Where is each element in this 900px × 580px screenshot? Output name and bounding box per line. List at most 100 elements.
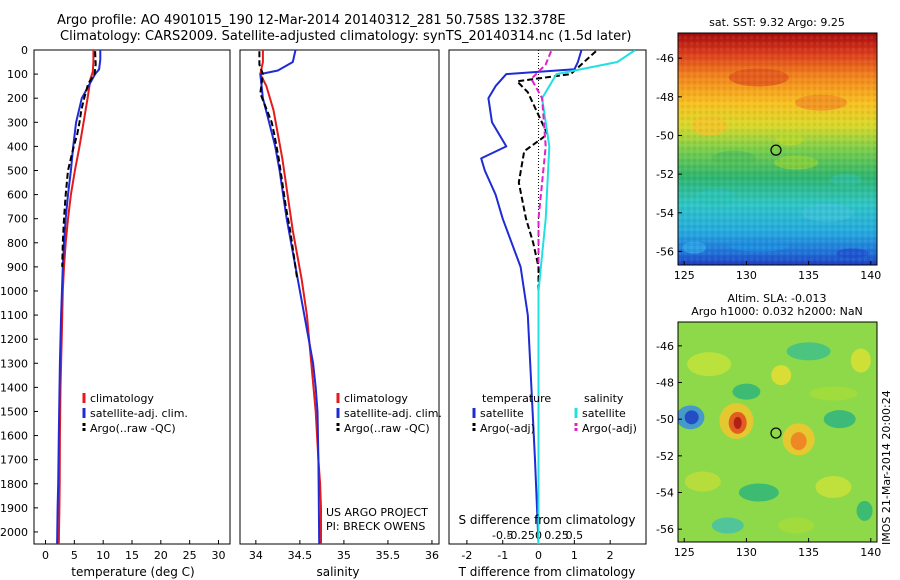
- depth-tick-label: 600: [7, 189, 28, 202]
- map-y-tick-label: -50: [656, 413, 674, 426]
- legend-heading-temperature: temperature: [482, 392, 551, 405]
- x-tick-label: 30: [211, 549, 225, 562]
- sla-patch: [684, 471, 721, 492]
- map-y-tick-label: -54: [656, 207, 674, 220]
- depth-tick-label: 1500: [0, 405, 28, 418]
- series-line-temperature-satellite: [480, 50, 583, 544]
- x-tick-label: 5: [71, 549, 78, 562]
- temperature-x-axis: 0 5 10 15 20 25 30: [42, 540, 225, 562]
- x-tick-label: 35.5: [376, 549, 401, 562]
- map-y-tick-label: -46: [656, 52, 674, 65]
- depth-tick-label: 700: [7, 213, 28, 226]
- depth-tick-label: 400: [7, 140, 28, 153]
- legend-heading-salinity: salinity: [584, 392, 624, 405]
- x-tick-label: 25: [183, 549, 197, 562]
- map-y-tick-label: -52: [656, 168, 674, 181]
- x-tick-label: 36: [425, 549, 439, 562]
- salinity-x-axis: 34 34.5 35 35.5 36: [249, 540, 439, 562]
- legend-label: Argo(..raw -QC): [344, 422, 430, 435]
- map-x-tick-label: 125: [674, 546, 695, 559]
- temperature-profile-panel: 0100200300400500600700800900100011001200…: [0, 44, 231, 579]
- x-tick-label: 20: [154, 549, 168, 562]
- depth-tick-label: 200: [7, 92, 28, 105]
- x-tick-label: 35: [337, 549, 351, 562]
- depth-tick-label: 100: [7, 68, 28, 81]
- t-difference-x-axis: -2 -1 0 1 2: [461, 540, 614, 562]
- legend-label: satellite: [480, 407, 524, 420]
- depth-tick-label: 1800: [0, 478, 28, 491]
- sst-heatmap: [678, 33, 877, 265]
- sla-map-frame: [677, 321, 878, 543]
- legend-label: satellite-adj. clim.: [90, 407, 188, 420]
- depth-axis: 0 100 200 300 400 500 600 700 800 900 1000 1100 1200…: [0, 44, 38, 539]
- sst-map-title: sat. SST: 9.32 Argo: 9.25: [709, 16, 845, 29]
- legend-label: satellite-adj. clim.: [344, 407, 442, 420]
- temperature-legend: climatology satellite-adj. clim. Argo(..ra…: [82, 392, 188, 435]
- map-y-tick-label: -50: [656, 129, 674, 142]
- map-x-tick-label: 125: [674, 269, 695, 282]
- depth-tick-label: 1600: [0, 430, 28, 443]
- x-tick-label: 2: [607, 549, 614, 562]
- map-y-tick-label: -52: [656, 450, 674, 463]
- sla-patch: [732, 383, 761, 400]
- top-x-tick-label: 0.5: [566, 529, 584, 542]
- x-tick-label: 1: [571, 549, 578, 562]
- legend-label: Argo(..raw -QC): [90, 422, 176, 435]
- sla-patch: [733, 416, 742, 429]
- legend-label: climatology: [90, 392, 154, 405]
- x-tick-label: 34: [249, 549, 263, 562]
- temperature-axis-label: temperature (deg C): [71, 565, 194, 579]
- t-difference-axis-label: T difference from climatology: [458, 565, 636, 579]
- sst-map-panel: sat. SST: 9.32 Argo: 9.25 125 130 135 140 -4…: [656, 16, 881, 282]
- sst-map-frame: [677, 32, 878, 266]
- sla-heatmap: [678, 322, 877, 542]
- map-y-tick-label: -56: [656, 245, 674, 258]
- map-x-tick-label: 135: [798, 269, 819, 282]
- depth-tick-label: 0: [21, 44, 28, 57]
- series-line-salinity-satellite: [537, 50, 636, 544]
- legend-label: Argo(-adj): [582, 422, 637, 435]
- map-x-tick-label: 130: [736, 546, 757, 559]
- series-line-satellite-adj-clim-: [56, 50, 102, 544]
- x-tick-label: 34.5: [288, 549, 313, 562]
- sla-patch: [778, 517, 815, 534]
- depth-tick-label: 1400: [0, 381, 28, 394]
- map-y-tick-label: -54: [656, 487, 674, 500]
- x-tick-label: -2: [461, 549, 472, 562]
- top-x-tick-label: -0.25: [506, 529, 534, 542]
- x-tick-label: 0: [42, 549, 49, 562]
- s-difference-axis-label: S difference from climatology: [459, 513, 636, 527]
- salinity-profile-panel: 34 34.5 35 35.5 36 salinity climatology satel…: [239, 49, 442, 579]
- series-line-salinity-argo-adj-: [530, 50, 553, 267]
- sla-patch: [850, 348, 871, 373]
- sla-patch: [738, 483, 779, 502]
- top-x-tick-label: 0.25: [544, 529, 569, 542]
- map-x-tick-label: 140: [860, 269, 881, 282]
- map-y-tick-label: -56: [656, 523, 674, 536]
- difference-plot-frame: [448, 49, 647, 545]
- chart-title-line-1: Argo profile: AO 4901015_190 12-Mar-2014…: [57, 13, 566, 28]
- salinity-axis-label: salinity: [316, 565, 359, 579]
- sla-map-subtitle: Argo h1000: 0.032 h2000: NaN: [691, 305, 863, 318]
- map-x-tick-label: 140: [860, 546, 881, 559]
- x-tick-label: 15: [125, 549, 139, 562]
- sla-patch: [711, 517, 744, 534]
- x-tick-label: -1: [497, 549, 508, 562]
- salinity-legend: climatology satellite-adj. clim. Argo(..ra…: [336, 392, 442, 435]
- argo-location-marker: [770, 427, 782, 439]
- map-x-tick-label: 135: [798, 546, 819, 559]
- difference-profile-panel: -2 -1 0 1 2 -0.5-0.25 0 0.250.5 T difference f…: [448, 49, 647, 579]
- temperature-plot-frame: [33, 49, 231, 545]
- legend-label: Argo(-adj): [480, 422, 535, 435]
- depth-tick-label: 1200: [0, 333, 28, 346]
- pi-annotation: PI: BRECK OWENS: [326, 520, 425, 533]
- legend-label: climatology: [344, 392, 408, 405]
- map-y-tick-label: -46: [656, 340, 674, 353]
- depth-tick-label: 1700: [0, 454, 28, 467]
- depth-tick-label: 800: [7, 237, 28, 250]
- depth-tick-label: 2000: [0, 526, 28, 539]
- depth-tick-label: 1100: [0, 309, 28, 322]
- argo-location-marker: [770, 144, 782, 156]
- difference-legend: temperature salinity satellite Argo(-adj) sa…: [472, 392, 637, 435]
